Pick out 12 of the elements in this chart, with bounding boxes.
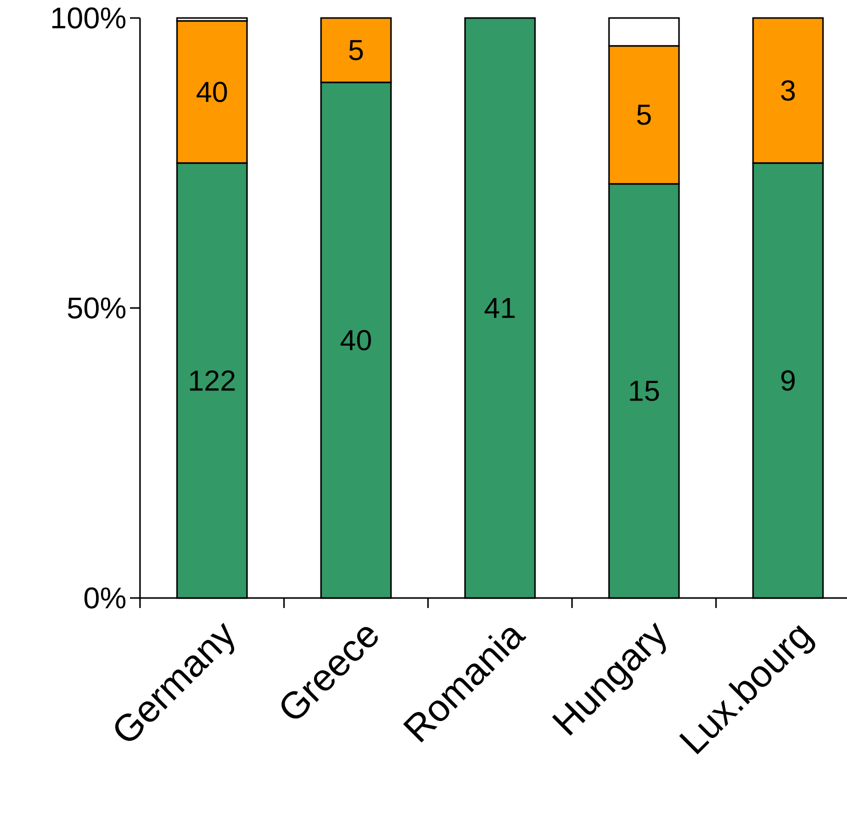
annotation: 15: [630, 380, 659, 402]
annotation: 41: [484, 298, 515, 318]
annotation: 3: [781, 80, 795, 101]
y-tick-label: 50%: [68, 297, 126, 319]
annotation: 40: [196, 82, 227, 102]
y-tick-label: 100%: [52, 7, 126, 29]
annotation: 9: [781, 370, 795, 391]
annotation: 5: [637, 104, 651, 125]
annotation: 5: [349, 40, 363, 60]
y-tick-label: 0%: [84, 587, 126, 609]
annotation: 122: [190, 370, 235, 391]
annotation: 40: [340, 330, 371, 350]
